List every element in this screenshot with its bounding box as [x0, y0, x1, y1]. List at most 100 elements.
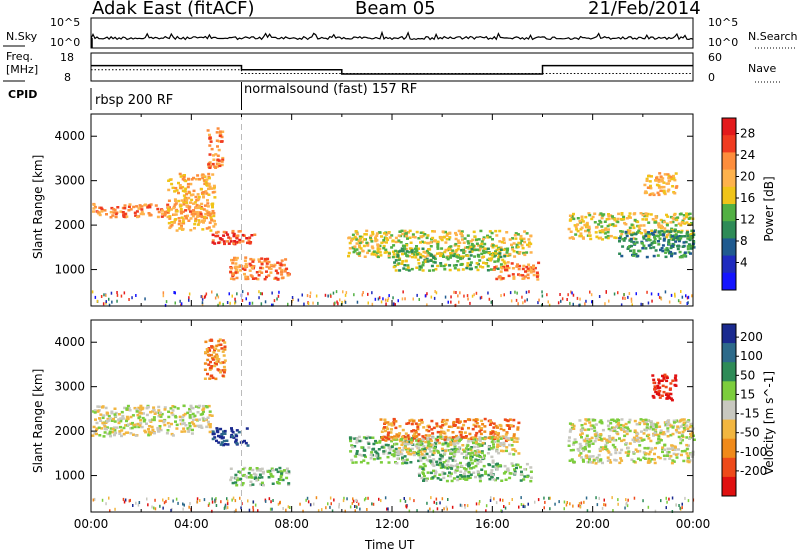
velocity-echo-cell [437, 451, 441, 454]
power-echo-cell [211, 191, 215, 194]
power-echo-cell [274, 276, 278, 280]
velocity-echo-cell [101, 406, 104, 409]
velocity-echo-cell [132, 433, 135, 436]
power-echo-cell [425, 257, 429, 261]
velocity-echo-cell [208, 410, 212, 413]
power-echo-cell [689, 237, 693, 240]
power-echo-cell [669, 230, 673, 233]
velocity-echo-cell [492, 426, 496, 429]
velocity-echo-cell [370, 451, 374, 454]
velocity-echo-cell [440, 426, 444, 430]
velocity-echo-cell [609, 429, 613, 432]
power-echo-cell [497, 247, 501, 251]
power-echo-cell [222, 240, 226, 243]
velocity-ground-cell [671, 496, 674, 500]
velocity-echo-cell [210, 365, 214, 368]
power-echo-cell [677, 222, 681, 225]
velocity-echo-cell [480, 451, 484, 455]
power-echo-cell [499, 270, 503, 273]
power-echo-cell [408, 236, 412, 239]
velocity-echo-cell [495, 431, 499, 435]
velocity-echo-cell [221, 374, 225, 377]
velocity-echo-cell [388, 451, 392, 455]
velocity-echo-cell [149, 410, 153, 414]
power-echo-cell [390, 246, 394, 249]
velocity-ground-cell [527, 502, 529, 506]
velocity-echo-cell [657, 441, 661, 444]
power-echo-cell [526, 243, 529, 247]
power-echo-cell [220, 163, 224, 167]
power-echo-cell [452, 264, 456, 267]
velocity-ground-cell [305, 498, 307, 502]
power-echo-cell [285, 267, 289, 271]
power-echo-cell [525, 269, 529, 273]
velocity-echo-cell [581, 447, 585, 450]
power-echo-cell [413, 250, 417, 254]
velocity-colorbar-swatch [722, 324, 736, 344]
power-echo-cell [214, 153, 218, 156]
velocity-echo-cell [496, 462, 499, 466]
power-echo-cell [192, 176, 195, 180]
velocity-echo-cell [498, 464, 502, 467]
power-echo-cell [643, 191, 647, 195]
velocity-echo-cell [510, 424, 514, 427]
velocity-echo-cell [147, 428, 150, 431]
velocity-ground-cell [162, 506, 164, 510]
power-echo-cell [234, 271, 238, 274]
power-echo-cell [283, 270, 287, 273]
velocity-echo-cell [666, 454, 669, 457]
velocity-echo-cell [627, 421, 631, 424]
power-echo-cell [472, 230, 476, 234]
velocity-echo-cell [229, 467, 233, 470]
velocity-echo-cell [422, 453, 426, 457]
velocity-echo-cell [103, 431, 107, 434]
velocity-echo-cell [647, 433, 651, 437]
freq-tick-low: 8 [64, 71, 71, 84]
power-echo-cell [263, 277, 267, 281]
velocity-echo-cell [525, 475, 529, 479]
velocity-echo-cell [146, 405, 150, 409]
power-echo-cell [419, 256, 423, 259]
velocity-ground-cell [654, 509, 657, 513]
velocity-echo-cell [223, 429, 227, 433]
power-echo-cell [513, 234, 517, 237]
velocity-ground-cell [101, 498, 104, 502]
velocity-echo-cell [499, 424, 503, 427]
velocity-echo-cell [222, 371, 226, 374]
power-echo-cell [643, 183, 647, 187]
power-echo-cell [526, 276, 530, 280]
velocity-echo-cell [582, 449, 585, 452]
power-echo-cell [522, 264, 526, 268]
velocity-echo-cell [376, 452, 380, 456]
power-echo-cell [211, 204, 214, 207]
velocity-ground-cell [224, 503, 227, 507]
velocity-echo-cell [466, 440, 470, 443]
velocity-ground-cell [226, 502, 229, 506]
velocity-ground-cell [105, 502, 107, 506]
velocity-echo-cell [665, 379, 669, 383]
velocity-echo-cell [681, 430, 685, 434]
velocity-ground-cell [404, 499, 407, 503]
velocity-echo-cell [117, 413, 121, 416]
velocity-echo-cell [448, 471, 451, 474]
power-ground-cell [435, 291, 438, 295]
power-echo-cell [623, 237, 627, 240]
velocity-echo-cell [669, 424, 673, 428]
power-echo-cell [663, 173, 667, 176]
velocity-echo-cell [520, 470, 523, 474]
velocity-echo-cell [511, 464, 515, 467]
power-echo-cell [585, 223, 589, 227]
power-echo-cell [135, 205, 139, 208]
power-echo-cell [278, 267, 282, 270]
power-echo-cell [348, 236, 352, 239]
velocity-echo-cell [620, 439, 624, 443]
power-echo-cell [665, 213, 668, 217]
velocity-echo-cell [170, 411, 174, 415]
velocity-echo-cell [410, 422, 414, 426]
velocity-echo-cell [679, 425, 683, 428]
power-ground-cell [463, 294, 465, 298]
velocity-ytick-label: 1000 [54, 469, 85, 483]
velocity-echo-cell [410, 447, 414, 451]
velocity-echo-cell [122, 432, 126, 436]
power-ground-cell [426, 303, 428, 307]
